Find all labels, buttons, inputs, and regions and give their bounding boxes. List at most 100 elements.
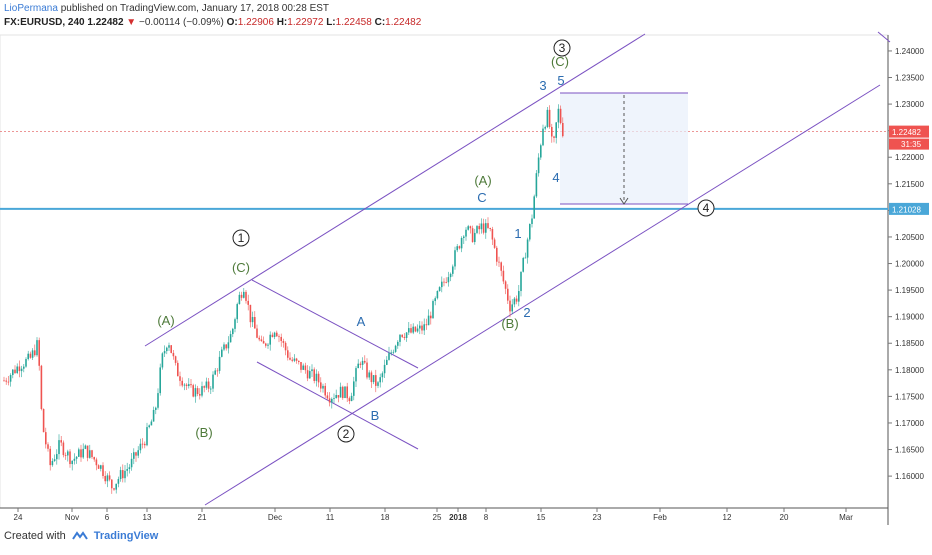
candle-body — [463, 236, 465, 239]
candle-body — [117, 479, 120, 484]
candle-body — [485, 223, 487, 233]
candle-body — [265, 343, 267, 346]
candle-body — [36, 340, 38, 356]
candle-body — [324, 385, 326, 396]
candle-body — [56, 454, 58, 460]
candle-body — [513, 298, 516, 305]
candle-body — [115, 483, 117, 490]
candle-body — [179, 376, 181, 381]
x-tick-label: Dec — [268, 513, 282, 522]
candle-body — [152, 409, 155, 422]
candle-body — [163, 351, 166, 354]
candle-body — [210, 388, 212, 390]
candle-body — [27, 353, 29, 360]
candle-body — [271, 334, 274, 338]
x-tick-label: 24 — [14, 513, 23, 522]
candle-body — [3, 380, 5, 382]
candle-body — [287, 350, 289, 358]
candle-body — [469, 226, 472, 229]
candle-body — [51, 461, 54, 466]
wave-label-green: (C) — [232, 260, 250, 275]
candle-body — [456, 246, 458, 251]
close-label: C: — [374, 17, 386, 28]
low-value: 1.22458 — [335, 17, 372, 28]
y-tick-label: 1.17500 — [895, 392, 924, 401]
high-value: 1.22972 — [287, 17, 324, 28]
candle-body — [381, 373, 384, 378]
y-tick-label: 1.20500 — [895, 233, 924, 242]
candle-body — [408, 328, 410, 333]
candle-body — [260, 339, 263, 342]
wave-label-circled: 4 — [703, 201, 710, 215]
candle-body — [416, 328, 419, 332]
high-label: H: — [276, 17, 288, 28]
y-tick-label: 1.17000 — [895, 419, 924, 428]
candle-body — [106, 475, 109, 482]
candle-body — [234, 319, 236, 329]
candle-body — [419, 325, 421, 329]
candle-body — [38, 340, 40, 366]
candle-body — [104, 475, 106, 482]
y-tick-label: 1.19500 — [895, 286, 924, 295]
x-tick-label: 11 — [326, 513, 335, 522]
candle-body — [452, 266, 454, 274]
tradingview-brand[interactable]: TradingView — [93, 530, 159, 542]
chart-header: LioPermana published on TradingView.com,… — [4, 2, 704, 30]
candle-body — [144, 443, 146, 446]
candle-body — [423, 324, 425, 331]
candle-body — [493, 239, 496, 248]
candle-body — [489, 227, 491, 230]
candle-body — [86, 445, 89, 458]
wave-label-blue: 4 — [552, 170, 559, 185]
candle-body — [298, 360, 300, 363]
candle-body — [511, 304, 513, 312]
wave-label-blue: 3 — [539, 78, 546, 93]
wave-label-blue: A — [357, 314, 366, 329]
candle-body — [361, 360, 364, 365]
candle-body — [177, 362, 179, 377]
candle-body — [7, 381, 10, 383]
candle-body — [449, 273, 452, 278]
candle-body — [533, 196, 535, 219]
candle-body — [357, 363, 359, 369]
wave-circle — [337, 425, 355, 443]
candle-body — [64, 455, 67, 456]
candle-body — [522, 258, 524, 272]
wave-label-blue: 2 — [523, 305, 530, 320]
candle-body — [441, 281, 443, 288]
candle-body — [443, 281, 445, 283]
low-label: L: — [326, 17, 336, 28]
candle-body — [139, 443, 142, 451]
channel-upper — [144, 33, 646, 347]
candle-body — [322, 385, 324, 389]
candle-body — [148, 425, 150, 428]
tradingview-logo-icon — [71, 531, 88, 540]
candle-body — [42, 408, 45, 433]
candle-body — [293, 358, 296, 361]
candle-body — [366, 362, 368, 378]
candle-body — [155, 407, 157, 410]
candle-body — [78, 449, 80, 457]
candle-body — [379, 377, 381, 383]
candle-body — [392, 351, 395, 353]
candle-body — [80, 449, 82, 458]
candle-body — [370, 372, 373, 383]
wave-label-green: (A) — [474, 173, 491, 188]
candle-body — [188, 384, 190, 387]
candle-body — [546, 109, 549, 127]
candle-body — [34, 350, 36, 356]
candle-body — [436, 290, 439, 299]
support-price-label: 1.21028 — [892, 205, 921, 214]
x-tick-label: 13 — [143, 513, 152, 522]
candle-body — [16, 366, 18, 374]
candle-body — [170, 345, 172, 353]
candle-body — [515, 298, 518, 302]
candle-body — [212, 374, 214, 389]
candle-body — [471, 228, 474, 243]
candle-body — [23, 366, 25, 369]
wave-label-circled: 2 — [343, 427, 350, 441]
author-link[interactable]: LioPermana — [4, 3, 58, 14]
wave-label-blue: 5 — [557, 73, 564, 88]
